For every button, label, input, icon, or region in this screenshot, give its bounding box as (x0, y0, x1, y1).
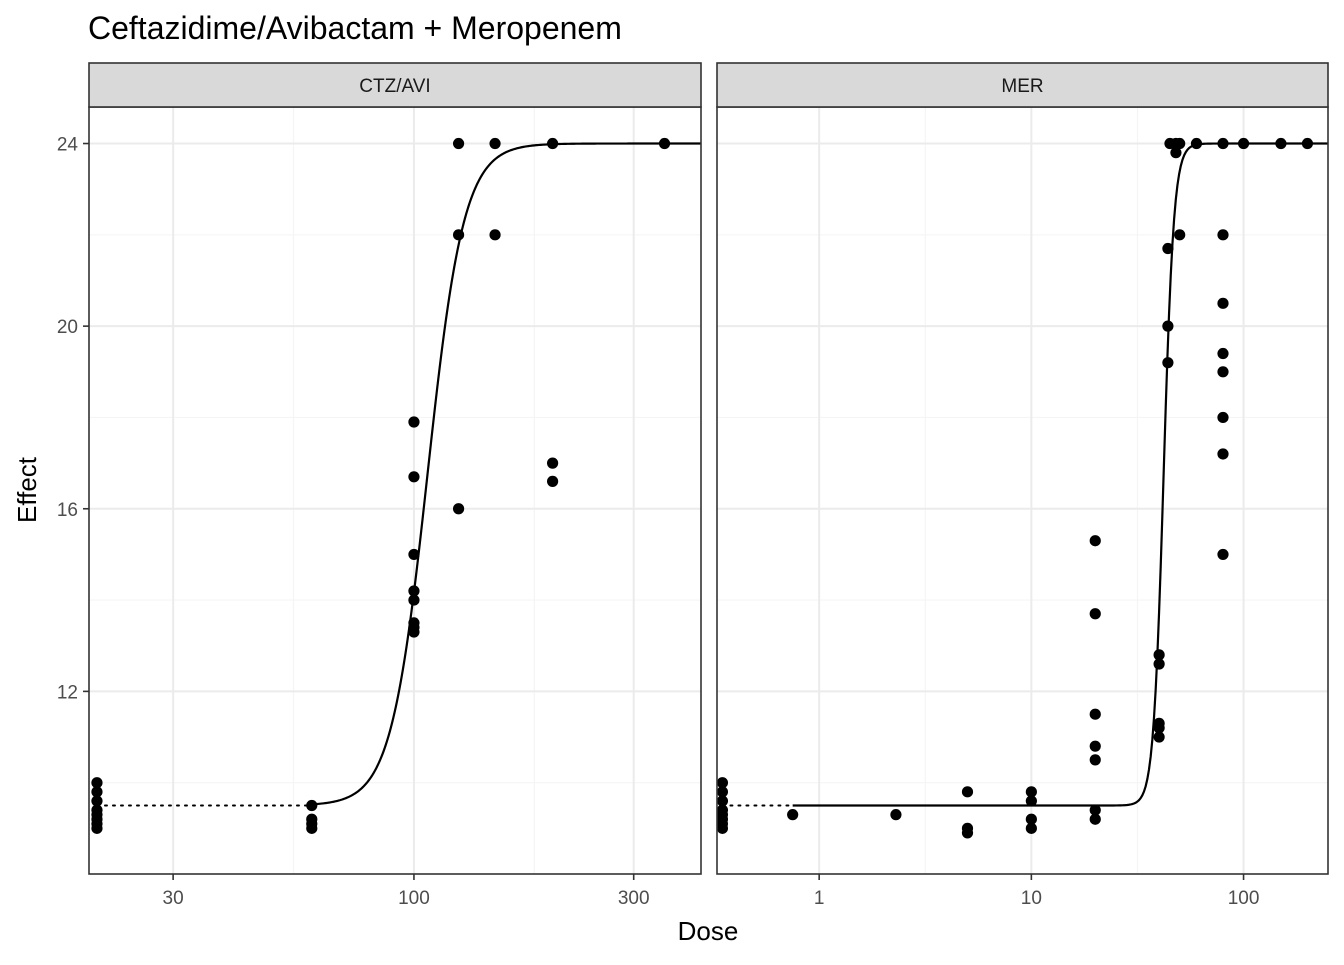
y-axis-label: Effect (12, 456, 42, 523)
data-point (1025, 795, 1037, 807)
fitted-curve (311, 142, 701, 806)
data-point (1089, 813, 1101, 825)
y-tick-label: 12 (57, 682, 78, 703)
y-tick-label: 20 (57, 317, 78, 338)
facet-strip (88, 62, 702, 108)
data-point (1217, 411, 1229, 424)
data-point (1217, 548, 1229, 561)
data-point (1089, 708, 1101, 720)
y-tick-label: 24 (57, 135, 79, 156)
panel-plot-area (717, 107, 1328, 874)
data-point (1153, 649, 1165, 661)
data-point (1275, 137, 1287, 150)
data-point (1217, 366, 1229, 378)
data-point (408, 594, 420, 606)
data-point (717, 795, 729, 807)
data-point (1153, 658, 1165, 670)
facet-strip (716, 62, 1329, 108)
data-point (1190, 137, 1203, 150)
data-point (91, 786, 103, 798)
data-point (1025, 822, 1037, 834)
data-point (1089, 804, 1101, 816)
x-axis-label: Dose (678, 916, 739, 946)
data-point (1153, 722, 1165, 734)
data-point (1089, 740, 1101, 752)
data-point (408, 548, 420, 561)
y-axis: 12 16 20 24 (57, 135, 89, 703)
data-point (1237, 137, 1250, 150)
data-point (546, 475, 559, 487)
data-point (1162, 242, 1174, 255)
data-point (1025, 813, 1037, 825)
data-point (717, 822, 729, 834)
data-point (1162, 320, 1174, 332)
data-point (408, 471, 420, 483)
data-point (546, 137, 559, 150)
x-tick-label: 10 (1021, 888, 1042, 909)
data-point (306, 799, 318, 812)
data-point (961, 786, 974, 798)
data-point (452, 503, 465, 515)
data-point (408, 585, 420, 597)
data-point (546, 457, 559, 469)
x-tick-label: 300 (618, 888, 650, 909)
data-point (1217, 297, 1229, 309)
data-point (1089, 754, 1101, 766)
data-point (1089, 608, 1101, 620)
panel-mer: MER 1 10 100 (716, 62, 1329, 909)
data-point (1217, 448, 1229, 460)
data-point (1089, 535, 1101, 547)
data-point (1217, 137, 1229, 150)
data-point (1174, 137, 1186, 150)
y-tick-label: 16 (57, 500, 78, 521)
data-point (452, 229, 465, 241)
data-point (91, 777, 103, 789)
data-point (787, 809, 799, 821)
data-point (489, 229, 501, 241)
data-point (1153, 731, 1165, 743)
data-point (408, 626, 420, 638)
x-tick-label: 100 (1228, 888, 1260, 909)
data-point (890, 809, 902, 821)
data-point (1301, 137, 1314, 150)
data-point (1170, 147, 1182, 159)
x-tick-label: 1 (814, 888, 825, 909)
data-point (1217, 347, 1229, 360)
data-point (1217, 229, 1229, 241)
panel-plot-area (89, 107, 701, 874)
chart-title: Ceftazidime/Avibactam + Meropenem (88, 10, 622, 46)
data-point (717, 786, 729, 798)
panel-ctz-avi: CTZ/AVI 30 100 300 (88, 62, 702, 909)
x-tick-label: 100 (398, 888, 430, 909)
data-point (489, 137, 501, 150)
data-point (1162, 357, 1174, 369)
data-point (1025, 786, 1037, 798)
facet-strip-label: CTZ/AVI (359, 76, 430, 97)
panel-background (717, 107, 1328, 874)
data-point (306, 822, 318, 834)
facet-strip-label: MER (1001, 76, 1043, 97)
data-point (452, 137, 465, 150)
data-point (91, 795, 103, 807)
data-point (408, 416, 420, 428)
panels: CTZ/AVI 30 100 300 MER 1 10 100 (88, 62, 1329, 909)
data-point (91, 822, 103, 834)
x-tick-label: 30 (163, 888, 184, 909)
data-point (1174, 229, 1186, 241)
data-point (717, 777, 729, 789)
data-point (658, 137, 671, 150)
data-point (961, 827, 974, 839)
panel-background (89, 107, 701, 874)
